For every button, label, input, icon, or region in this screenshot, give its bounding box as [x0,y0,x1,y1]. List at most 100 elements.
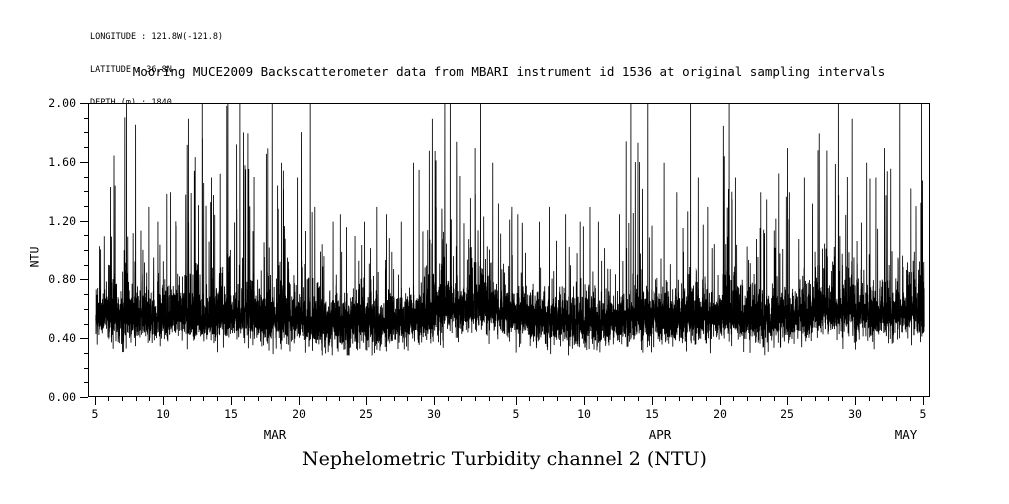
y-axis-major-tick [80,338,88,339]
x-axis-minor-tick [570,397,571,401]
x-tick-label: 5 [512,407,520,421]
x-axis-minor-tick [176,397,177,401]
x-axis-minor-tick [353,397,354,401]
y-tick-label: 0.40 [48,331,76,345]
x-axis-major-tick [434,397,435,405]
metadata-latitude: LATITUDE : 36.8N [90,65,172,76]
x-month-label: APR [648,427,672,442]
x-axis-minor-tick [203,397,204,401]
y-axis-major-tick [80,162,88,163]
x-axis-minor-tick [448,397,449,401]
y-axis-major-tick [80,279,88,280]
x-axis-minor-tick [326,397,327,401]
y-axis-minor-tick [84,250,88,251]
x-axis-minor-tick [679,397,680,401]
x-tick-label: 30 [427,407,441,421]
x-axis-minor-tick [692,397,693,401]
x-axis-major-tick [787,397,788,405]
x-axis-minor-tick [910,397,911,401]
x-axis-minor-tick [842,397,843,401]
chart-title: Mooring MUCE2009 Backscatterometer data … [132,64,886,79]
y-axis-major-tick [80,397,88,398]
y-axis-minor-tick [84,191,88,192]
x-axis-minor-tick [149,397,150,401]
x-axis-minor-tick [733,397,734,401]
x-axis-minor-tick [380,397,381,401]
x-axis-major-tick [95,397,96,405]
y-tick-label: 0.80 [48,272,76,286]
x-axis-minor-tick [896,397,897,401]
x-axis-minor-tick [597,397,598,401]
plot-frame [88,103,931,398]
x-axis-minor-tick [108,397,109,401]
x-axis-minor-tick [394,397,395,401]
x-month-label: MAY [894,427,918,442]
x-axis-minor-tick [244,397,245,401]
x-tick-label: 5 [91,407,99,421]
x-axis-minor-tick [529,397,530,401]
x-tick-label: 25 [780,407,794,421]
x-axis-minor-tick [502,397,503,401]
x-tick-label: 10 [156,407,170,421]
y-tick-label: 0.00 [48,390,76,404]
x-axis-major-tick [855,397,856,405]
x-axis-minor-tick [339,397,340,401]
x-axis-minor-tick [774,397,775,401]
x-tick-label: 5 [919,407,927,421]
x-tick-label: 30 [848,407,862,421]
x-axis-minor-tick [285,397,286,401]
x-axis-major-tick [366,397,367,405]
y-tick-label: 1.60 [48,155,76,169]
x-axis-major-tick [923,397,924,405]
x-axis-minor-tick [638,397,639,401]
x-axis-minor-tick [489,397,490,401]
y-axis-minor-tick [84,382,88,383]
x-tick-label: 20 [292,407,306,421]
x-axis-minor-tick [543,397,544,401]
x-axis-major-tick [584,397,585,405]
x-axis-major-tick [652,397,653,405]
y-axis-minor-tick [84,368,88,369]
y-axis-minor-tick [84,147,88,148]
x-axis-minor-tick [271,397,272,401]
x-tick-label: 25 [359,407,373,421]
x-axis-minor-tick [815,397,816,401]
x-axis-minor-tick [706,397,707,401]
y-axis-minor-tick [84,309,88,310]
x-axis-minor-tick [747,397,748,401]
y-axis-minor-tick [84,177,88,178]
x-axis-minor-tick [882,397,883,401]
y-axis-major-tick [80,221,88,222]
x-axis-major-tick [516,397,517,405]
x-axis-minor-tick [611,397,612,401]
y-axis-minor-tick [84,132,88,133]
x-axis-minor-tick [136,397,137,401]
x-axis-major-tick [163,397,164,405]
x-axis-major-tick [231,397,232,405]
y-axis-minor-tick [84,235,88,236]
y-axis-minor-tick [84,294,88,295]
x-axis-minor-tick [475,397,476,401]
x-axis-minor-tick [624,397,625,401]
x-axis-minor-tick [461,397,462,401]
metadata-longitude: LONGITUDE : 121.8W(-121.8) [90,32,224,43]
plot-area: 0.00 0.40 0.80 1.20 1.60 2.00 5 10 15 20 25 30 5 10 15… [48,96,931,442]
x-axis-major-tick [299,397,300,405]
x-axis-minor-tick [869,397,870,401]
x-axis-minor-tick [828,397,829,401]
y-axis-minor-tick [84,353,88,354]
x-axis-minor-tick [801,397,802,401]
y-axis-minor-tick [84,324,88,325]
bottom-axis-title: Nephelometric Turbidity channel 2 (NTU) [302,448,707,470]
y-tick-label: 1.20 [48,214,76,228]
x-axis-minor-tick [407,397,408,401]
x-axis-minor-tick [258,397,259,401]
x-axis-minor-tick [557,397,558,401]
x-axis-minor-tick [217,397,218,401]
x-tick-label: 10 [577,407,591,421]
y-axis-major-tick [80,103,88,104]
x-axis-minor-tick [190,397,191,401]
x-axis-minor-tick [312,397,313,401]
x-tick-label: 20 [713,407,727,421]
